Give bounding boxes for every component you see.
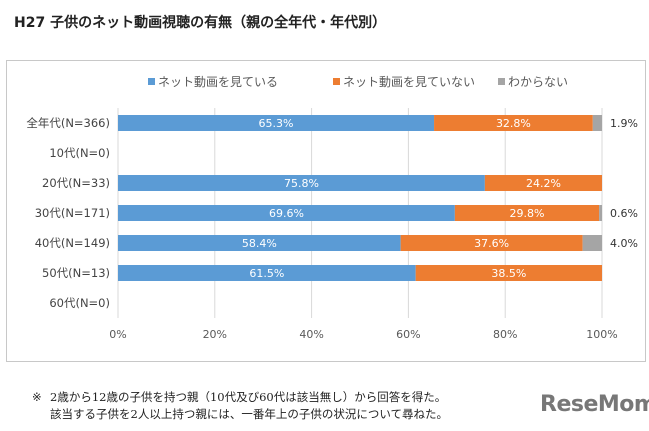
- bar-segment: [400, 235, 583, 251]
- data-label: 65.3%: [259, 117, 294, 130]
- data-label: 58.4%: [242, 237, 277, 250]
- data-label: 38.5%: [491, 267, 526, 280]
- note-line-2: 該当する子供を2人以上持つ親には、一番年上の子供の状況について尋ねた。: [50, 407, 448, 421]
- bar-segment: [118, 265, 416, 281]
- category-label: 全年代(N=366): [26, 116, 110, 130]
- x-tick-label: 40%: [299, 328, 323, 341]
- bar-segment: [484, 175, 602, 191]
- legend-swatch: [148, 78, 155, 85]
- resemom-logo: ReseMom: [540, 392, 649, 417]
- bar-segment: [599, 205, 602, 221]
- bar-segment: [582, 235, 602, 251]
- bar-segment: [118, 115, 435, 131]
- category-label: 40代(N=149): [35, 236, 110, 250]
- bar-segment: [434, 115, 593, 131]
- bar-segment: [415, 265, 602, 281]
- bar-segment: [118, 235, 401, 251]
- legend-label: ネット動画を見ている: [158, 75, 278, 89]
- data-label: 61.5%: [249, 267, 284, 280]
- note-line-1: 2歳から12歳の子供を持つ親（10代及び60代は該当無し）から回答を得た。: [50, 390, 447, 404]
- data-label: 75.8%: [284, 177, 319, 190]
- category-label: 50代(N=13): [42, 266, 110, 280]
- category-label: 20代(N=33): [42, 176, 110, 190]
- category-label: 60代(N=0): [49, 296, 110, 310]
- data-label: 0.6%: [610, 207, 638, 220]
- bar-segment: [592, 115, 602, 131]
- legend-swatch: [498, 78, 505, 85]
- category-label: 10代(N=0): [49, 146, 110, 160]
- data-label: 69.6%: [269, 207, 304, 220]
- data-label: 1.9%: [610, 117, 638, 130]
- x-tick-label: 80%: [493, 328, 517, 341]
- x-tick-label: 100%: [586, 328, 617, 341]
- legend-label: わからない: [508, 75, 568, 89]
- x-tick-label: 0%: [109, 328, 126, 341]
- chart-frame: [6, 60, 646, 362]
- category-label: 30代(N=171): [35, 206, 110, 220]
- data-label: 32.8%: [496, 117, 531, 130]
- x-tick-label: 20%: [203, 328, 227, 341]
- legend-label: ネット動画を見ていない: [343, 75, 475, 89]
- data-label: 37.6%: [474, 237, 509, 250]
- note-mark: ※: [32, 390, 42, 404]
- data-label: 29.8%: [510, 207, 545, 220]
- x-tick-label: 60%: [396, 328, 420, 341]
- bar-segment: [454, 205, 600, 221]
- data-label: 4.0%: [610, 237, 638, 250]
- legend-swatch: [333, 78, 340, 85]
- bar-segment: [118, 205, 455, 221]
- bar-segment: [118, 175, 485, 191]
- chart-title: H27 子供のネット動画視聴の有無（親の全年代・年代別）: [14, 15, 387, 31]
- footnote: ※ 2歳から12歳の子供を持つ親（10代及び60代は該当無し）から回答を得た。 …: [32, 389, 448, 423]
- data-label: 24.2%: [526, 177, 561, 190]
